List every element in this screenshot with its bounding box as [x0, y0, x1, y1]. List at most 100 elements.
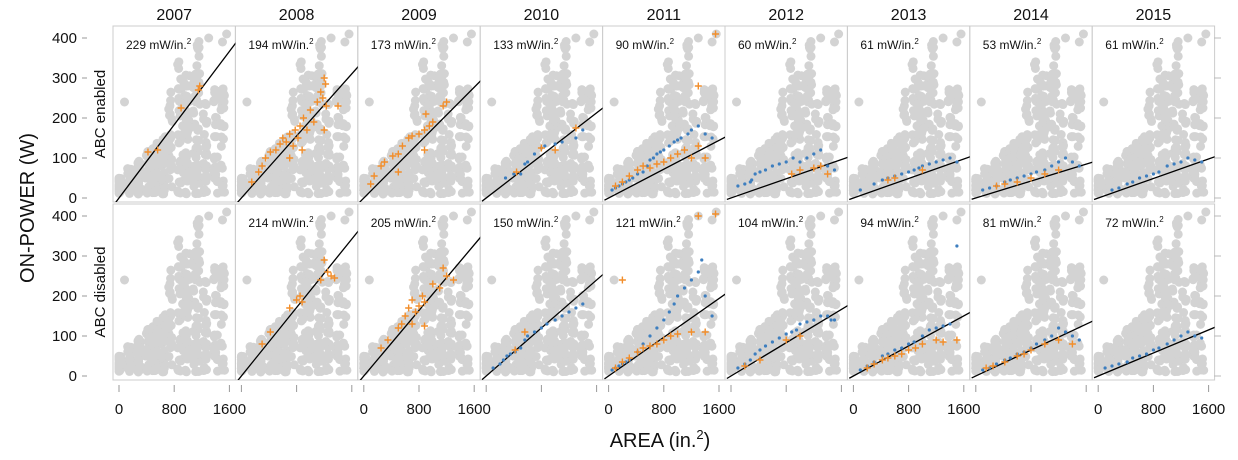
background-point	[304, 189, 313, 198]
background-point	[735, 347, 744, 356]
background-point	[560, 143, 569, 152]
background-point	[807, 43, 816, 52]
background-point	[444, 159, 453, 168]
background-point	[322, 308, 331, 317]
background-point	[589, 208, 598, 217]
background-point	[173, 186, 182, 195]
background-point	[427, 367, 436, 376]
background-point	[829, 142, 838, 151]
background-point	[654, 174, 663, 183]
background-point	[192, 143, 201, 152]
background-point	[203, 295, 212, 304]
background-point	[220, 299, 229, 308]
background-point	[613, 169, 622, 178]
background-point	[418, 186, 427, 195]
background-point	[134, 179, 143, 188]
background-point	[437, 239, 446, 248]
background-point	[304, 352, 313, 361]
background-point	[672, 92, 681, 101]
background-point	[585, 38, 594, 47]
background-point	[569, 142, 578, 151]
background-point	[378, 187, 387, 196]
background-point	[290, 155, 299, 164]
background-point	[341, 359, 350, 368]
background-point	[339, 310, 348, 319]
background-point	[745, 336, 754, 345]
background-point	[439, 43, 448, 52]
background-point	[325, 117, 334, 126]
background-point	[560, 61, 569, 70]
background-point	[464, 282, 473, 291]
background-point	[340, 216, 349, 225]
background-point	[578, 348, 587, 357]
background-point	[794, 92, 803, 101]
background-point	[567, 185, 576, 194]
background-point	[182, 352, 191, 361]
background-point	[830, 86, 839, 95]
background-point	[199, 159, 208, 168]
background-point	[623, 365, 632, 374]
background-point	[584, 320, 593, 329]
background-point	[689, 363, 698, 372]
background-point	[439, 78, 448, 87]
background-point	[542, 235, 551, 244]
background-point	[204, 34, 213, 43]
background-point	[585, 164, 594, 173]
background-point	[664, 235, 673, 244]
background-point	[549, 367, 558, 376]
background-point	[794, 308, 803, 317]
background-point	[439, 221, 448, 230]
background-point	[561, 266, 570, 275]
background-point	[806, 88, 815, 97]
background-point	[689, 159, 698, 168]
background-point	[463, 359, 472, 368]
background-point	[613, 347, 622, 356]
background-point	[464, 299, 473, 308]
background-point	[589, 30, 598, 39]
background-point	[462, 310, 471, 319]
background-cloud	[359, 30, 476, 199]
background-point	[437, 143, 446, 152]
background-point	[246, 169, 255, 178]
background-point	[587, 299, 596, 308]
background-point	[463, 264, 472, 273]
background-point	[165, 174, 174, 183]
background-point	[684, 78, 693, 87]
background-point	[133, 365, 142, 374]
background-point	[305, 92, 314, 101]
background-point	[445, 185, 454, 194]
background-point	[345, 30, 354, 39]
background-point	[692, 295, 701, 304]
background-point	[325, 295, 334, 304]
background-point	[218, 216, 227, 225]
background-point	[566, 337, 575, 346]
background-point	[182, 270, 191, 279]
background-point	[256, 365, 265, 374]
background-point	[577, 154, 586, 163]
background-point	[200, 308, 209, 317]
background-point	[610, 276, 619, 285]
background-point	[654, 105, 663, 114]
background-point	[672, 367, 681, 376]
background-point	[464, 121, 473, 130]
background-point	[708, 359, 717, 368]
background-point	[745, 346, 754, 355]
background-point	[570, 117, 579, 126]
background-point	[656, 96, 665, 105]
background-point	[549, 352, 558, 361]
background-point	[463, 86, 472, 95]
background-point	[562, 43, 571, 52]
background-point	[437, 321, 446, 330]
background-point	[585, 342, 594, 351]
background-point	[219, 359, 228, 368]
background-point	[324, 320, 333, 329]
background-point	[682, 61, 691, 70]
background-point	[256, 346, 265, 355]
background-point	[332, 154, 341, 163]
background-point	[534, 333, 543, 342]
background-point	[566, 159, 575, 168]
background-point	[778, 96, 787, 105]
background-point	[182, 130, 191, 139]
background-point	[305, 308, 314, 317]
